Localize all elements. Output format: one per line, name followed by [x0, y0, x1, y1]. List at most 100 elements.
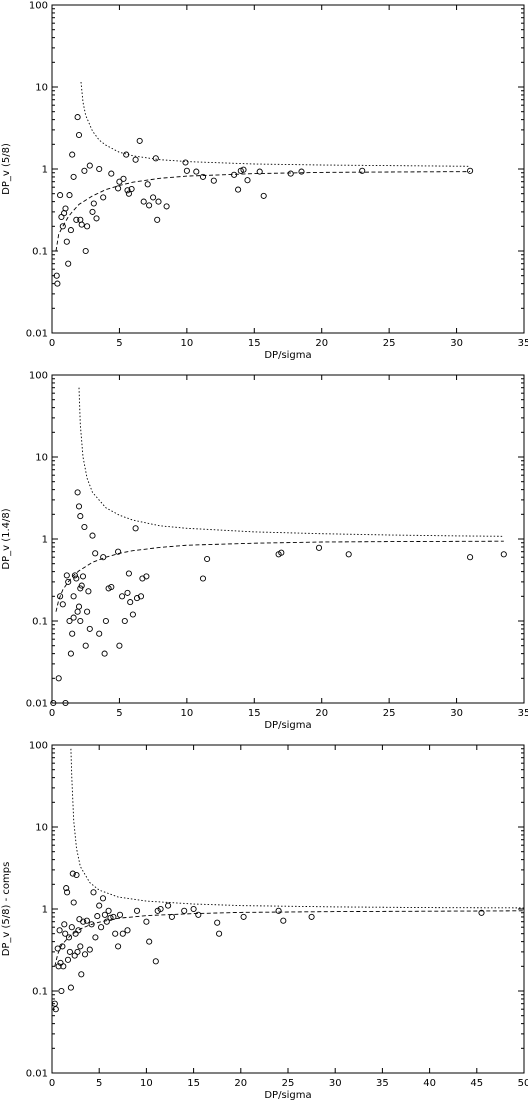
- data-point: [82, 642, 89, 649]
- data-point: [235, 186, 242, 193]
- data-point: [467, 167, 474, 174]
- data-point: [59, 601, 66, 608]
- data-point: [57, 192, 64, 199]
- data-point: [116, 642, 123, 649]
- data-point: [98, 924, 105, 931]
- x-tick-label: 30: [450, 338, 463, 349]
- data-point: [99, 895, 107, 902]
- data-point: [80, 918, 87, 925]
- data-point: [260, 192, 267, 199]
- y-axis-label: DP_v (5/8) - comps: [1, 862, 12, 957]
- data-point: [70, 173, 77, 180]
- y-tick-label: 10: [35, 83, 48, 94]
- y-tick-label: 0.1: [32, 987, 48, 998]
- x-tick-label: 35: [518, 708, 528, 719]
- data-point: [74, 948, 81, 955]
- data-point: [240, 166, 247, 173]
- data-point: [108, 583, 115, 591]
- data-point: [500, 551, 507, 558]
- data-point: [112, 930, 119, 937]
- data-point: [216, 930, 223, 937]
- x-tick-label: 5: [116, 338, 122, 349]
- y-tick-label: 0.1: [32, 247, 48, 258]
- data-point: [59, 943, 66, 950]
- data-point: [278, 549, 285, 556]
- y-axis-label: DP_v (5/8): [1, 143, 12, 195]
- data-point: [345, 551, 352, 558]
- data-point: [54, 280, 61, 287]
- y-tick-label: 1: [42, 535, 48, 546]
- data-point: [101, 650, 108, 657]
- data-point: [275, 907, 282, 914]
- dashed-curve: [55, 540, 504, 612]
- y-tick-label: 100: [29, 741, 48, 752]
- plot-frame: [51, 4, 525, 334]
- data-point: [214, 919, 221, 926]
- data-point: [237, 167, 244, 174]
- data-point: [71, 952, 78, 959]
- data-point: [123, 151, 130, 158]
- data-point: [65, 260, 72, 267]
- data-point: [146, 938, 153, 945]
- data-point: [74, 489, 81, 496]
- data-point: [157, 905, 164, 913]
- data-point: [52, 1006, 59, 1013]
- data-point: [67, 984, 74, 991]
- x-tick-label: 0: [49, 1078, 55, 1089]
- data-point: [92, 934, 99, 941]
- data-point: [182, 159, 189, 166]
- x-tick-label: 45: [470, 1078, 483, 1089]
- x-tick-label: 35: [518, 338, 528, 349]
- x-tick-label: 50: [518, 1078, 528, 1089]
- data-point: [93, 215, 100, 222]
- data-point: [85, 588, 92, 595]
- data-point: [231, 171, 238, 178]
- data-point: [62, 930, 69, 937]
- data-point: [136, 137, 143, 144]
- data-point: [96, 165, 103, 173]
- data-point: [89, 208, 96, 215]
- data-point: [102, 617, 109, 625]
- data-point: [125, 570, 132, 577]
- data-point: [75, 603, 83, 610]
- x-tick-label: 5: [116, 708, 122, 719]
- data-point: [210, 177, 217, 184]
- data-point: [137, 593, 145, 600]
- x-tick-label: 35: [376, 1078, 389, 1089]
- x-tick-label: 20: [315, 338, 328, 349]
- data-point: [55, 675, 62, 682]
- data-point: [115, 943, 122, 950]
- data-point: [146, 202, 153, 209]
- data-point: [66, 617, 73, 625]
- data-point: [66, 192, 73, 199]
- data-point: [107, 914, 114, 921]
- x-tick-label: 25: [383, 708, 396, 719]
- data-point: [65, 934, 73, 941]
- data-point: [143, 573, 150, 580]
- y-axis-label: DP_v (1.4/8): [1, 508, 12, 569]
- x-axis-label: DP/sigma: [264, 1090, 311, 1101]
- x-tick-label: 15: [248, 708, 261, 719]
- data-point: [150, 194, 157, 201]
- data-point: [73, 216, 80, 223]
- data-point: [287, 170, 294, 177]
- data-point: [81, 167, 88, 174]
- y-tick-label: 1: [42, 905, 48, 916]
- data-point: [308, 913, 315, 920]
- data-point: [120, 175, 127, 182]
- data-point: [125, 190, 132, 197]
- plot-frame: [51, 374, 525, 704]
- x-tick-label: 5: [96, 1078, 102, 1089]
- x-tick-label: 0: [49, 338, 55, 349]
- data-point: [75, 503, 83, 510]
- data-point: [63, 238, 70, 245]
- data-point: [280, 917, 287, 924]
- y-tick-label: 0.01: [26, 699, 48, 710]
- data-point: [181, 907, 188, 914]
- data-point: [70, 593, 77, 600]
- data-point: [69, 151, 76, 158]
- data-point: [168, 913, 175, 920]
- data-point: [84, 608, 91, 615]
- dotted-curve: [80, 81, 471, 167]
- x-tick-label: 15: [248, 338, 261, 349]
